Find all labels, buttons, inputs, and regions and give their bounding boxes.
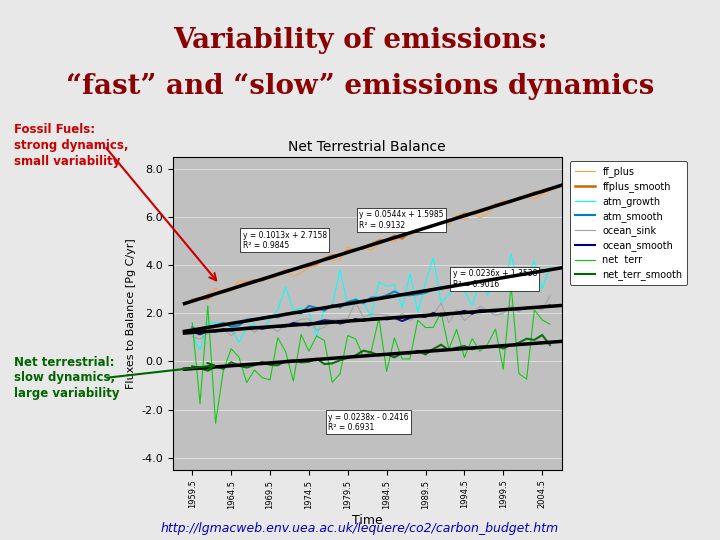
Text: y = 0.1013x + 2.7158
R² = 0.9845: y = 0.1013x + 2.7158 R² = 0.9845 [243, 231, 327, 250]
Y-axis label: Fluxes to Balance [Pg C/yr]: Fluxes to Balance [Pg C/yr] [126, 238, 136, 389]
Text: Fossil Fuels:
strong dynamics,
small variability: Fossil Fuels: strong dynamics, small var… [14, 123, 129, 168]
Text: Net terrestrial:
slow dynamics,
large variability: Net terrestrial: slow dynamics, large va… [14, 355, 120, 401]
Legend: ff_plus, ffplus_smooth, atm_growth, atm_smooth, ocean_sink, ocean_smooth, net  t: ff_plus, ffplus_smooth, atm_growth, atm_… [570, 161, 688, 285]
Text: y = 0.0544x + 1.5985
R² = 0.9132: y = 0.0544x + 1.5985 R² = 0.9132 [359, 210, 444, 230]
Title: Net Terrestrial Balance: Net Terrestrial Balance [289, 140, 446, 154]
X-axis label: Time: Time [352, 514, 382, 527]
Text: y = 0.0236x + 1.3538
R² = 0.9016: y = 0.0236x + 1.3538 R² = 0.9016 [453, 269, 537, 289]
Text: y = 0.0238x - 0.2416
R² = 0.6931: y = 0.0238x - 0.2416 R² = 0.6931 [328, 413, 409, 432]
Text: http://lgmacweb.env.uea.ac.uk/lequere/co2/carbon_budget.htm: http://lgmacweb.env.uea.ac.uk/lequere/co… [161, 522, 559, 535]
Text: “fast” and “slow” emissions dynamics: “fast” and “slow” emissions dynamics [66, 73, 654, 100]
Text: Variability of emissions:: Variability of emissions: [173, 27, 547, 54]
